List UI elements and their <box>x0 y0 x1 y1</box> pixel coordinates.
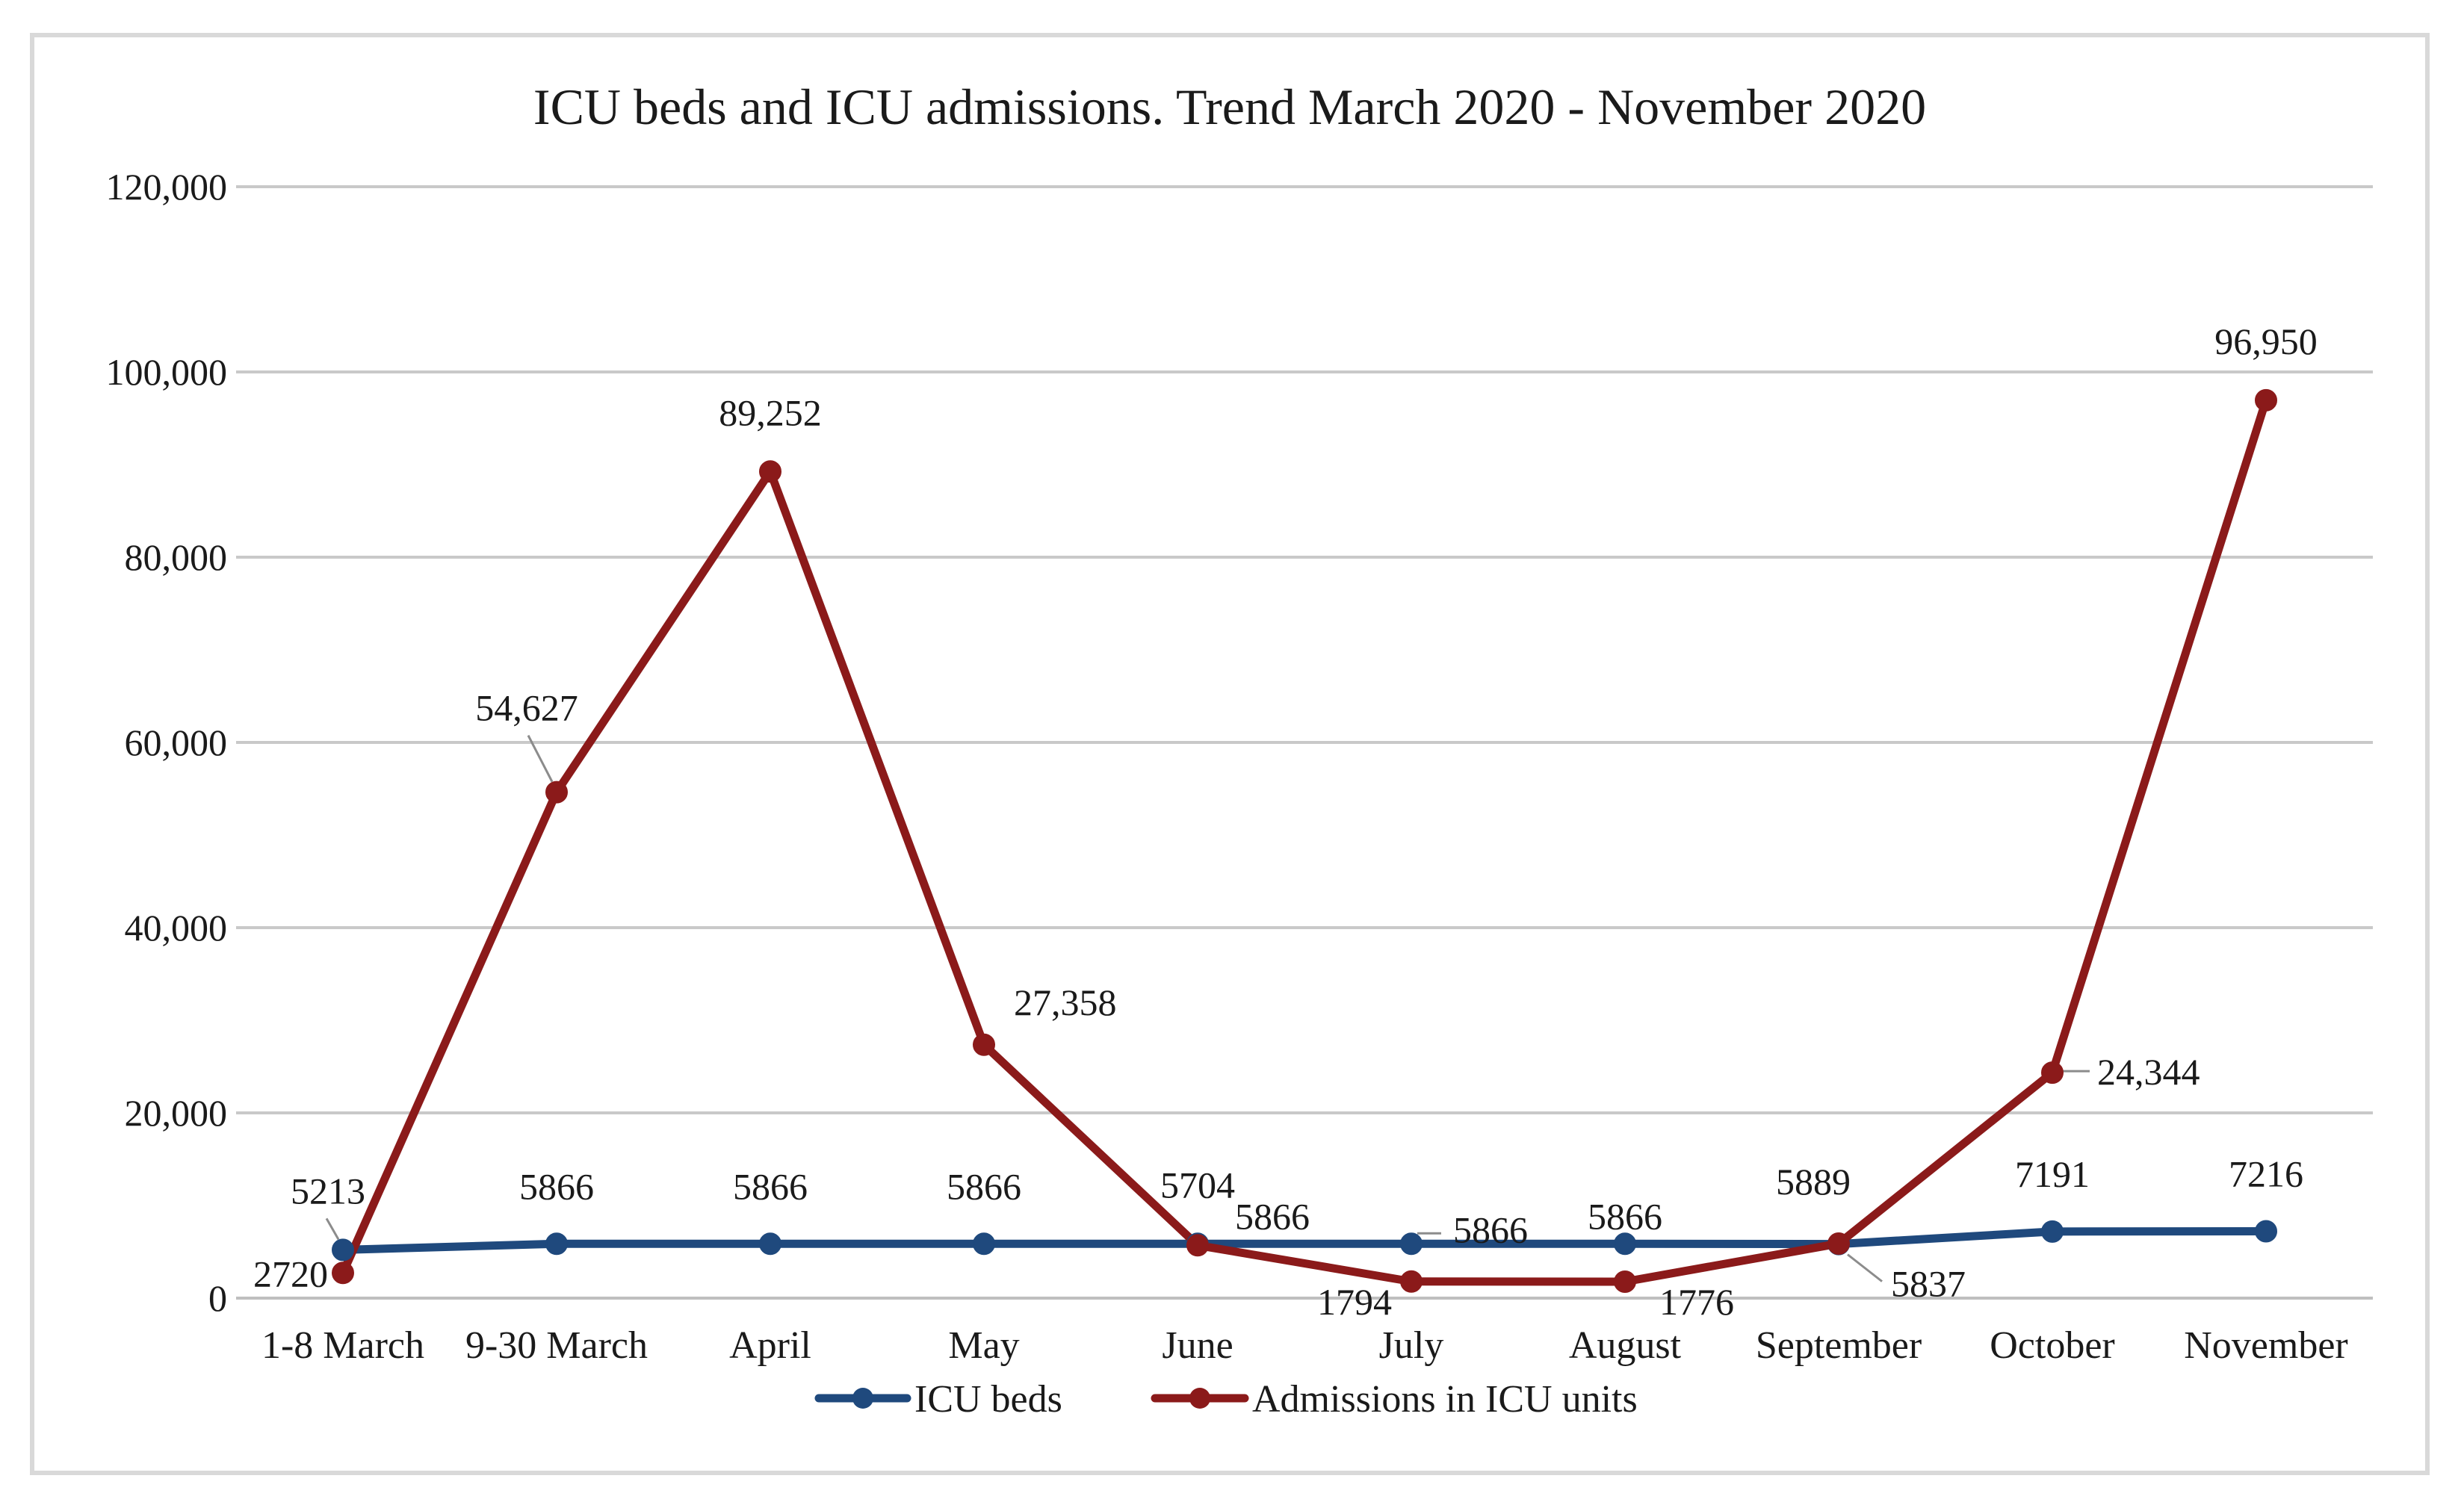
icu-beds-data-label: 5866 <box>1235 1195 1310 1237</box>
icu-beds-data-label: 7216 <box>2229 1153 2303 1195</box>
icu-admissions-data-label: 24,344 <box>2097 1051 2200 1093</box>
icu-admissions-data-label: 5704 <box>1160 1164 1235 1206</box>
icu-admissions-point <box>332 1262 354 1285</box>
x-tick-label: June <box>1162 1324 1233 1367</box>
icu-beds-point <box>1614 1232 1636 1256</box>
legend-label-icu-beds: ICU beds <box>914 1378 1062 1421</box>
icu-admissions-data-label: 1776 <box>1659 1281 1734 1323</box>
icu-admissions-point <box>2255 388 2277 412</box>
legend-label-icu-admissions: Admissions in ICU units <box>1252 1378 1638 1421</box>
icu-beds-point <box>332 1238 354 1262</box>
y-tick-label: 20,000 <box>125 1092 228 1134</box>
leader-line <box>527 734 554 783</box>
y-tick-label: 40,000 <box>125 907 228 949</box>
gridlines <box>236 185 2373 1300</box>
icu-beds-data-label: 7191 <box>2015 1153 2090 1195</box>
x-tick-label: October <box>1990 1324 2114 1367</box>
legend[interactable]: ICU beds Admissions in ICU units <box>814 1378 1638 1421</box>
series-markers <box>332 388 2277 1293</box>
y-axis-ticks: 0 20,000 40,000 60,000 80,000 100,000 120,000 <box>106 166 228 1319</box>
x-axis-ticks: 1-8 March 9-30 March April May June July Augus… <box>261 1324 2348 1367</box>
icu-admissions-point <box>1186 1234 1209 1257</box>
label-leaders <box>325 734 2090 1282</box>
icu-admissions-point <box>759 460 781 483</box>
icu-beds-point <box>2255 1220 2277 1243</box>
chart-title: ICU beds and ICU admissions. Trend March… <box>533 78 1926 135</box>
icu-beds-line <box>338 1227 2270 1254</box>
x-tick-label: 9-30 March <box>465 1324 648 1367</box>
series-lines <box>338 396 2270 1286</box>
x-tick-label: April <box>729 1324 811 1367</box>
icu-beds-point <box>545 1232 568 1256</box>
icu-admissions-point <box>1614 1270 1636 1293</box>
x-tick-label: November <box>2184 1324 2347 1367</box>
chart-frame: ICU beds and ICU admissions. Trend March… <box>30 33 2430 1475</box>
y-tick-label: 120,000 <box>106 166 228 208</box>
icu-beds-data-label: 5866 <box>519 1165 594 1207</box>
icu-admissions-point <box>545 781 568 804</box>
icu-beds-data-label: 5213 <box>291 1170 365 1211</box>
x-tick-label: August <box>1569 1324 1682 1367</box>
legend-item-icu-admissions[interactable]: Admissions in ICU units <box>1151 1378 1638 1421</box>
y-tick-label: 0 <box>208 1277 227 1319</box>
icu-admissions-point <box>1400 1270 1423 1293</box>
legend-item-icu-beds[interactable]: ICU beds <box>814 1378 1062 1421</box>
icu-admissions-data-label: 2720 <box>253 1253 328 1294</box>
icu-admissions-data-label: 1794 <box>1317 1281 1392 1323</box>
icu-admissions-line <box>338 396 2270 1286</box>
x-tick-label: 1-8 March <box>261 1324 424 1367</box>
leader-line <box>1847 1253 1883 1282</box>
icu-beds-point <box>759 1232 781 1256</box>
x-tick-label: May <box>948 1324 1019 1367</box>
icu-admissions-point <box>2041 1061 2064 1085</box>
icu-beds-point <box>973 1232 995 1256</box>
x-tick-label: July <box>1379 1324 1444 1367</box>
leader-line <box>325 1217 340 1241</box>
legend-marker-icu-beds <box>852 1388 873 1409</box>
y-tick-label: 60,000 <box>125 722 228 763</box>
icu-admissions-data-label: 5889 <box>1776 1161 1851 1203</box>
icu-beds-point <box>1400 1232 1423 1256</box>
icu-admissions-data-label: 96,950 <box>2214 320 2318 362</box>
icu-beds-data-label: 5866 <box>1588 1195 1662 1237</box>
icu-beds-data-label: 5866 <box>947 1165 1021 1207</box>
icu-beds-data-label: 5866 <box>733 1165 808 1207</box>
icu-admissions-data-label: 89,252 <box>719 391 822 433</box>
icu-admissions-point <box>1827 1232 1850 1255</box>
y-tick-label: 80,000 <box>125 536 228 578</box>
data-labels: 5213 5866 5866 5866 5866 5866 5866 5837 7191 7216… <box>253 320 2318 1323</box>
icu-beds-data-label: 5866 <box>1453 1208 1528 1250</box>
legend-marker-icu-admissions <box>1189 1388 1210 1409</box>
y-tick-label: 100,000 <box>106 351 228 393</box>
icu-admissions-data-label: 54,627 <box>475 687 578 729</box>
x-tick-label: September <box>1756 1324 1922 1367</box>
icu-beds-data-label: 5837 <box>1891 1263 1966 1305</box>
icu-beds-point <box>2041 1220 2064 1243</box>
icu-admissions-data-label: 27,358 <box>1014 981 1117 1023</box>
line-chart: ICU beds and ICU admissions. Trend March… <box>106 78 2373 1421</box>
icu-admissions-point <box>973 1033 995 1056</box>
